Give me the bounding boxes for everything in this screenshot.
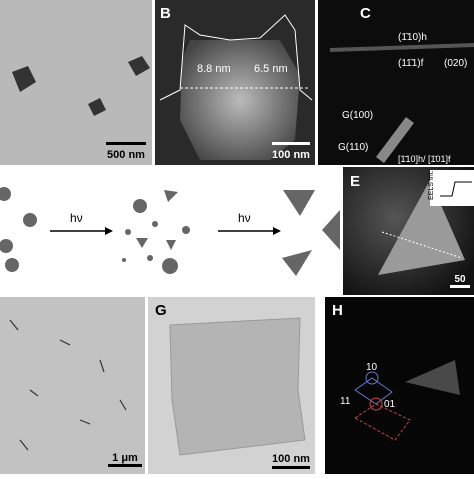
panel-f — [0, 297, 145, 474]
height-label: 8.8 nm — [197, 63, 231, 75]
beam-stop — [376, 117, 414, 163]
panel-d — [0, 187, 340, 276]
panel-label: C — [360, 5, 371, 22]
profile — [159, 14, 313, 101]
particle — [88, 98, 106, 116]
spot — [369, 397, 383, 411]
panel-label: E — [350, 173, 360, 190]
scale-label: 1 μm — [112, 452, 138, 464]
particle — [128, 56, 150, 76]
arrow-label: hν — [238, 211, 251, 225]
lattice — [354, 403, 411, 441]
panel-label: H — [332, 302, 343, 319]
inset — [430, 170, 474, 206]
panel-label: G — [155, 302, 167, 319]
scale-label: 500 nm — [107, 149, 145, 161]
panel-label: B — [160, 5, 171, 22]
spot-label: G(110) — [338, 142, 368, 153]
flakes — [9, 319, 127, 451]
spot-label: (020) — [444, 58, 467, 69]
inset-profile — [440, 181, 472, 197]
particle — [180, 40, 300, 160]
arrow-label: hν — [70, 211, 83, 225]
spot-label: (1̄10)h — [398, 32, 427, 43]
particle — [378, 180, 465, 275]
scale-bar — [450, 285, 470, 288]
spot-label: G(100) — [342, 110, 373, 121]
lattice — [354, 377, 393, 405]
scale-bar — [272, 142, 310, 145]
scale-label: 100 nm — [272, 149, 310, 161]
scale-bar — [106, 142, 146, 145]
height-label: 6.5 nm — [254, 63, 288, 75]
particle — [12, 66, 36, 92]
scale-label: 100 nm — [272, 453, 310, 465]
scale-label: 50 — [454, 274, 466, 285]
beam — [405, 360, 460, 395]
scale-bar — [272, 466, 310, 469]
spot-label: 10 — [366, 362, 378, 373]
spot-label: (11̄1)f — [398, 58, 424, 69]
inset-label: EELS Int. — [428, 170, 435, 200]
spot-label: 11 — [340, 396, 351, 407]
scale-bar — [108, 464, 142, 467]
streak — [329, 43, 474, 52]
zone-label: [1̄10]h/ [1̄01]f — [398, 154, 451, 164]
spot-label: 01 — [384, 399, 396, 410]
sheet — [169, 317, 306, 456]
spot — [365, 371, 379, 385]
